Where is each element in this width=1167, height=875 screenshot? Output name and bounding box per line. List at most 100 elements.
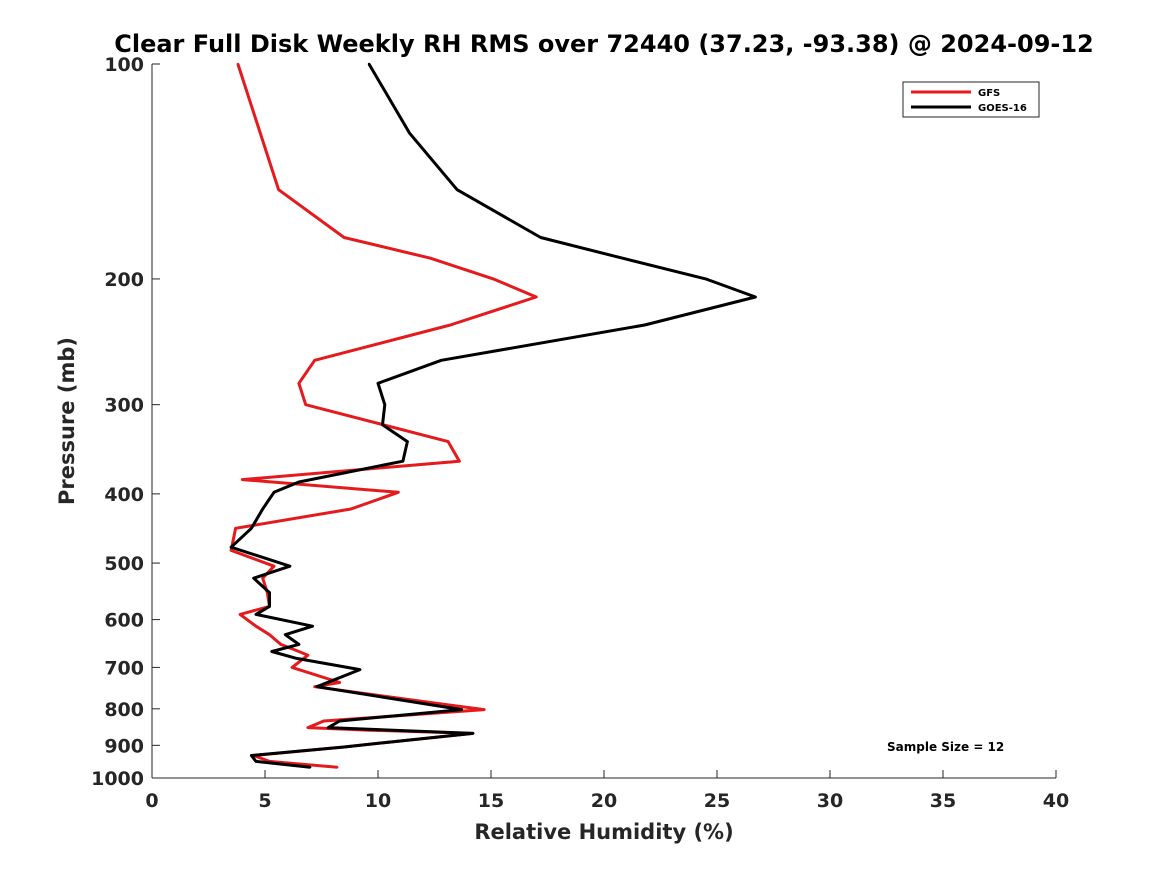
data-point-goes16-13: [401, 460, 405, 463]
y-tick-group: 100 200 300 400 500 600 700 800 900 1000: [91, 54, 160, 790]
data-point-gfs-28: [338, 681, 341, 684]
data-point-gfs-4: [492, 277, 495, 281]
data-point-gfs-27: [290, 666, 294, 669]
data-point-gfs-1: [277, 188, 280, 191]
data-point-gfs-23: [268, 633, 271, 636]
x-tick-label-25: 25: [704, 790, 730, 812]
data-point-gfs-8: [297, 382, 301, 385]
data-point-gfs-6: [449, 323, 452, 327]
data-point-gfs-31: [483, 708, 486, 711]
y-tick-label-300: 300: [104, 395, 144, 417]
y-tick-label-800: 800: [104, 699, 144, 721]
chart-title: Clear Full Disk Weekly RH RMS over 72440…: [114, 30, 1094, 58]
data-point-goes16-10: [383, 403, 386, 406]
data-point-goes16-23: [254, 613, 258, 616]
data-point-goes16-8: [440, 359, 443, 362]
sample-size-annotation: Sample Size = 12: [887, 740, 1004, 754]
data-point-gfs-0: [236, 62, 240, 66]
data-point-goes16-22: [268, 605, 271, 608]
data-point-gfs-30: [446, 703, 450, 707]
x-axis-label: Relative Humidity (%): [474, 820, 733, 844]
legend: GFS GOES-16: [902, 81, 1040, 118]
data-point-gfs-11: [458, 460, 461, 463]
y-tick-label-100: 100: [104, 54, 144, 76]
data-point-gfs-32: [322, 719, 325, 723]
data-point-goes16-33: [327, 726, 330, 729]
y-tick-label-600: 600: [104, 610, 144, 632]
x-tick-label-40: 40: [1043, 790, 1069, 812]
data-point-goes16-25: [284, 633, 287, 636]
data-point-goes16-26: [297, 643, 301, 646]
data-point-goes16-7: [643, 323, 646, 327]
data-point-goes16-32: [338, 719, 341, 723]
x-tick-label-35: 35: [930, 790, 956, 812]
x-tick-label-10: 10: [365, 790, 391, 812]
data-point-gfs-12: [241, 478, 244, 481]
y-axis-label: Pressure (mb): [55, 337, 79, 505]
data-point-goes16-1: [408, 132, 411, 135]
data-point-goes16-31: [460, 708, 463, 711]
y-tick-label-200: 200: [104, 269, 144, 291]
x-tick-label-30: 30: [817, 790, 843, 812]
data-point-gfs-29: [313, 685, 316, 688]
data-point-gfs-7: [313, 359, 316, 362]
data-point-goes16-14: [297, 480, 301, 484]
data-point-gfs-5: [535, 295, 538, 299]
data-point-gfs-14: [349, 507, 353, 511]
data-point-goes16-27: [270, 650, 273, 653]
x-tick-label-15: 15: [478, 790, 504, 812]
data-point-goes16-38: [254, 760, 258, 763]
data-point-goes16-28: [295, 657, 298, 660]
legend-label-goes16: GOES-16: [978, 103, 1027, 114]
data-point-goes16-24: [311, 625, 314, 628]
series-layer: [229, 62, 757, 769]
data-point-gfs-22: [254, 625, 258, 628]
y-tick-label-400: 400: [104, 484, 144, 506]
x-tick-label-5: 5: [258, 790, 271, 812]
data-point-goes16-19: [288, 565, 292, 568]
series-line-goes16: [229, 63, 757, 769]
data-point-goes16-4: [620, 256, 624, 260]
x-tick-group: 0 5 10 15 20 25 30 35 40: [145, 770, 1069, 812]
y-tick-label-900: 900: [104, 735, 144, 757]
data-point-goes16-18: [229, 546, 233, 549]
data-point-gfs-2: [342, 236, 346, 239]
y-tick-label-1000: 1000: [91, 768, 144, 790]
data-point-goes16-16: [261, 507, 264, 511]
data-point-goes16-17: [250, 527, 253, 530]
data-point-goes16-30: [315, 685, 319, 688]
data-point-gfs-26: [306, 654, 310, 657]
data-point-goes16-20: [252, 577, 255, 580]
legend-box: [902, 81, 1040, 118]
data-point-gfs-17: [272, 565, 276, 568]
data-point-goes16-29: [358, 668, 362, 671]
data-point-gfs-16: [229, 549, 233, 552]
data-point-goes16-36: [342, 745, 346, 749]
plot-area: [152, 64, 1056, 778]
data-point-goes16-0: [367, 62, 371, 66]
y-tick-label-500: 500: [104, 553, 144, 575]
data-point-gfs-9: [304, 403, 307, 406]
y-tick-label-700: 700: [104, 657, 144, 679]
data-point-gfs-15: [234, 527, 237, 530]
data-point-gfs-21: [238, 613, 242, 616]
data-point-gfs-3: [428, 256, 432, 260]
data-point-gfs-40: [336, 766, 339, 769]
data-point-goes16-5: [704, 277, 707, 281]
data-point-gfs-24: [279, 643, 282, 646]
data-point-goes16-34: [471, 732, 475, 735]
data-point-gfs-18: [261, 577, 264, 580]
data-point-goes16-12: [406, 440, 409, 443]
data-point-gfs-33: [306, 726, 310, 729]
data-point-goes16-3: [539, 236, 542, 239]
data-point-gfs-13: [397, 491, 400, 494]
data-point-goes16-21: [268, 591, 271, 594]
data-point-goes16-6: [754, 295, 757, 299]
x-tick-label-20: 20: [591, 790, 617, 812]
data-point-goes16-11: [381, 423, 384, 426]
legend-label-gfs: GFS: [978, 88, 1000, 99]
x-tick-label-0: 0: [145, 790, 158, 812]
data-point-goes16-15: [272, 491, 276, 494]
data-point-goes16-39: [309, 766, 312, 769]
